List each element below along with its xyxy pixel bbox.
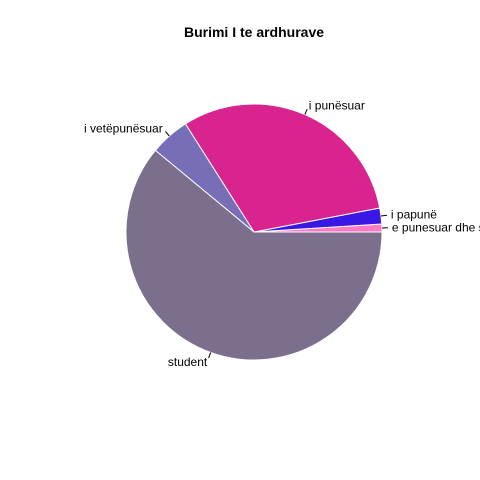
slice-label: i punësuar: [309, 98, 365, 112]
pie-slices: [125, 103, 383, 361]
pie-labels: e punesuar dhe studenti papunë i punësuar…: [84, 98, 480, 368]
slice-label: student: [168, 355, 208, 369]
label-leader-line: [208, 352, 212, 359]
slice-label: e punesuar dhe student: [392, 221, 480, 235]
slice-label: i vetëpunësuar: [84, 121, 163, 135]
pie-slice: [125, 149, 383, 361]
chart-title: Burimi I te ardhurave: [184, 24, 324, 40]
label-leader-line: [165, 131, 170, 137]
label-leader-line: [304, 108, 308, 115]
label-leader-line: [380, 214, 388, 217]
slice-label: i papunë: [391, 208, 437, 222]
